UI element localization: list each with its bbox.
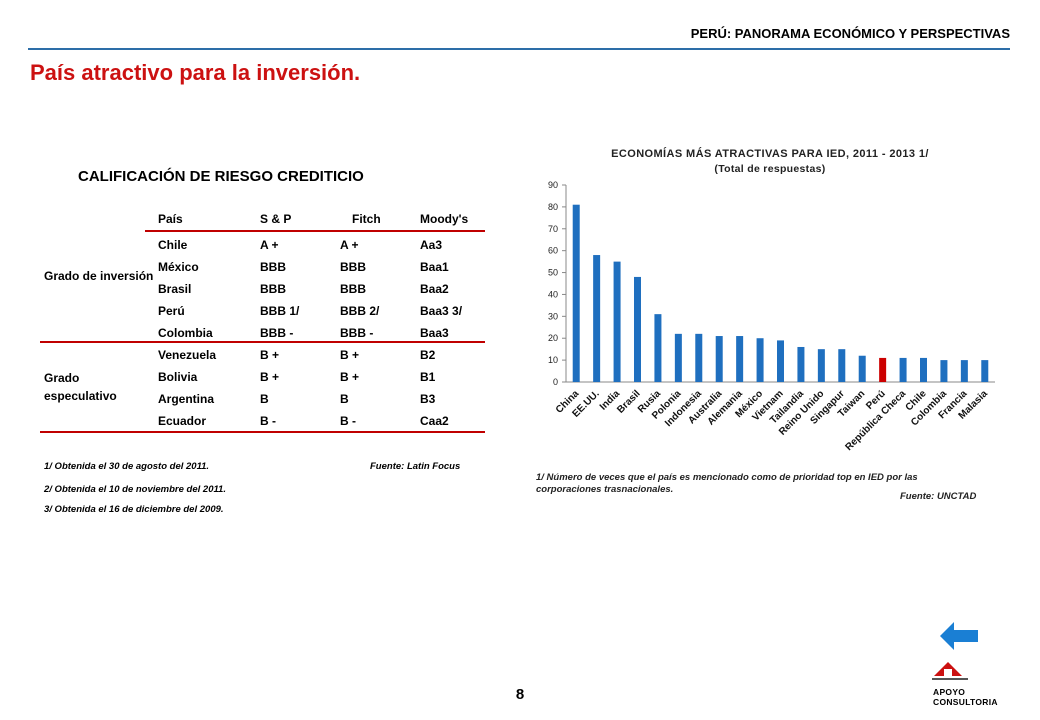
bar-malasia — [981, 360, 989, 382]
table-rule-middle — [40, 341, 485, 343]
bar-ee-uu- — [593, 255, 601, 382]
bar-per- — [879, 357, 887, 382]
table-cell-country: Chile — [158, 238, 188, 252]
group-label-speculative: Grado especulativo — [44, 371, 117, 403]
bar-alemania — [736, 336, 744, 382]
table-cell-sp: BBB - — [260, 326, 294, 340]
table-cell-moodys: B1 — [420, 370, 436, 384]
table-note-1: 1/ Obtenida el 30 de agosto del 2011. — [44, 461, 210, 472]
bar-reino-unido — [817, 349, 825, 382]
table-cell-fitch: B - — [340, 414, 356, 428]
table-cell-fitch: BBB — [340, 282, 366, 296]
table-cell-sp: B — [260, 392, 269, 406]
table-cell-moodys: Baa3 — [420, 326, 449, 340]
y-tick-label: 80 — [548, 202, 558, 212]
col-header-moodys: Moody's — [420, 212, 469, 226]
table-cell-fitch: B — [340, 392, 349, 406]
y-tick-label: 20 — [548, 333, 558, 343]
table-rule-bottom — [40, 431, 485, 433]
bar-china — [572, 204, 580, 382]
bar-m-xico — [756, 338, 764, 382]
table-cell-country: Venezuela — [158, 348, 217, 362]
bar-tailandia — [797, 346, 805, 382]
table-cell-country: Argentina — [158, 392, 215, 406]
table-cell-sp: B + — [260, 348, 280, 362]
y-tick-label: 40 — [548, 289, 558, 299]
table-cell-fitch: BBB - — [340, 326, 374, 340]
col-header-fitch: Fitch — [352, 212, 381, 226]
bar-chart: 0102030405060708090ChinaEE.UU.IndiaBrasi… — [548, 180, 995, 453]
bar-polonia — [674, 333, 682, 382]
bar-singapur — [838, 349, 846, 382]
table-cell-country: México — [158, 260, 199, 274]
bar-chile — [920, 357, 927, 382]
bar-rep-blica-checa — [899, 357, 907, 382]
y-tick-label: 90 — [548, 180, 558, 190]
chart-title: ECONOMÍAS MÁS ATRACTIVAS PARA IED, 2011 … — [611, 148, 929, 160]
table-cell-country: Perú — [158, 304, 185, 318]
table-cell-moodys: Caa2 — [420, 414, 449, 428]
table-cell-sp: BBB — [260, 282, 286, 296]
y-tick-label: 70 — [548, 224, 558, 234]
table-cell-fitch: BBB — [340, 260, 366, 274]
table-title: CALIFICACIÓN DE RIESGO CREDITICIO — [78, 168, 364, 185]
table-cell-sp: A + — [260, 238, 279, 252]
header-divider — [28, 48, 1010, 50]
table-cell-moodys: Aa3 — [420, 238, 443, 252]
table-cell-moodys: Baa2 — [420, 282, 449, 296]
table-cell-sp: B + — [260, 370, 280, 384]
y-tick-label: 0 — [553, 377, 558, 387]
bar-colombia — [940, 360, 948, 382]
bar-vietnam — [777, 340, 784, 382]
col-header-pais: País — [158, 212, 183, 226]
table-cell-fitch: BBB 2/ — [340, 304, 380, 318]
table-rule-top — [145, 230, 485, 232]
bar-taiwan — [858, 355, 866, 382]
table-cell-country: Colombia — [158, 326, 213, 340]
apoyo-logo-icon — [932, 662, 968, 680]
page-number: 8 — [515, 686, 525, 703]
table-cell-country: Brasil — [158, 282, 192, 296]
table-cell-sp: B - — [260, 414, 276, 428]
y-tick-label: 60 — [548, 246, 558, 256]
x-tick-label: Brasil — [615, 388, 643, 416]
page-title: País atractivo para la inversión. — [30, 60, 361, 85]
table-note-2: 2/ Obtenida el 10 de noviembre del 2011. — [44, 484, 226, 495]
bar-australia — [715, 336, 723, 382]
back-arrow-icon[interactable] — [940, 622, 980, 650]
table-cell-country: Bolivia — [158, 370, 198, 384]
group-label-investment: Grado de inversión — [44, 269, 154, 283]
table-cell-moodys: Baa1 — [420, 260, 449, 274]
bar-india — [613, 261, 621, 382]
bar-rusia — [654, 314, 662, 382]
table-source: Fuente: Latin Focus — [370, 461, 461, 472]
section-header: PERÚ: PANORAMA ECONÓMICO Y PERSPECTIVAS — [690, 26, 1010, 41]
table-cell-sp: BBB 1/ — [260, 304, 300, 318]
y-tick-label: 30 — [548, 311, 558, 321]
table-cell-fitch: A + — [340, 238, 359, 252]
table-cell-country: Ecuador — [158, 414, 207, 428]
bar-francia — [960, 360, 968, 382]
table-cell-moodys: B2 — [420, 348, 436, 362]
table-cell-fitch: B + — [340, 348, 360, 362]
table-cell-moodys: Baa3 3/ — [420, 304, 463, 318]
table-note-3: 3/ Obtenida el 16 de diciembre del 2009. — [44, 504, 224, 515]
logo-text-2: CONSULTORIA — [933, 697, 998, 707]
y-tick-label: 10 — [548, 355, 558, 365]
chart-source: Fuente: UNCTAD — [900, 491, 977, 502]
logo-text-1: APOYO — [933, 687, 966, 697]
chart-note: 1/ Número de veces que el país es mencio… — [536, 472, 918, 495]
y-tick-label: 50 — [548, 268, 558, 278]
table-cell-sp: BBB — [260, 260, 286, 274]
table-cell-fitch: B + — [340, 370, 360, 384]
bar-indonesia — [695, 333, 703, 382]
col-header-sp: S & P — [260, 212, 292, 226]
chart-subtitle: (Total de respuestas) — [714, 163, 826, 175]
bar-brasil — [634, 276, 641, 382]
table-cell-moodys: B3 — [420, 392, 436, 406]
